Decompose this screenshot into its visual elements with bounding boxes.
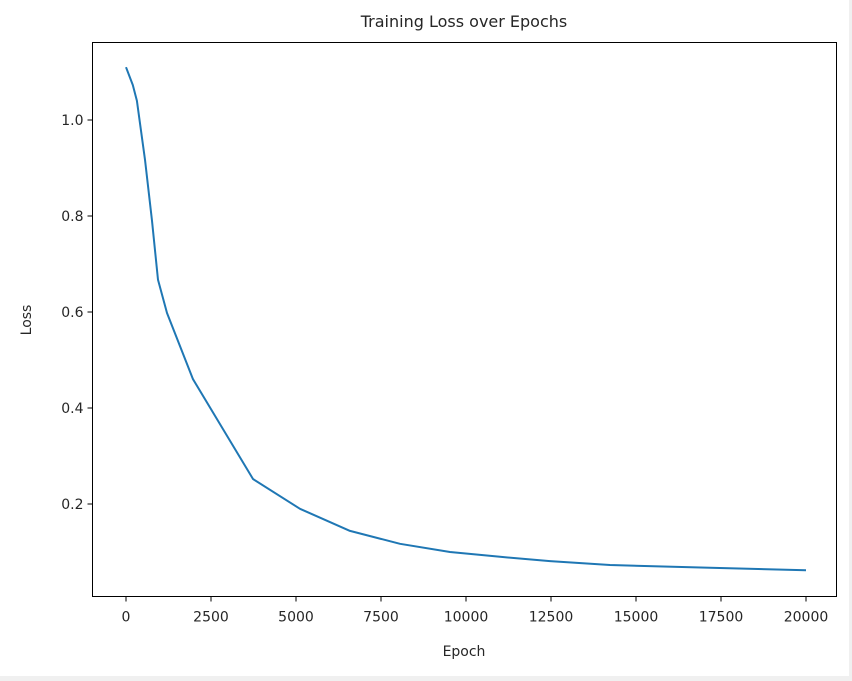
x-tick-label: 10000: [444, 610, 489, 626]
chart-title: Training Loss over Epochs: [360, 12, 568, 31]
x-tick-label: 12500: [529, 610, 574, 626]
x-axis-ticks: 0 2500 5000 7500 10000 12500 15000 17500 20000: [122, 596, 829, 626]
x-tick-label: 20000: [784, 610, 829, 626]
y-tick-label: 0.8: [61, 209, 83, 225]
plot-area-frame: [92, 42, 837, 597]
x-tick-label: 17500: [699, 610, 744, 626]
loss-line: [125, 66, 807, 572]
y-axis-ticks: 0.2 0.4 0.6 0.8 1.0: [61, 113, 93, 513]
x-tick-label: 7500: [363, 610, 399, 626]
x-tick-label: 0: [122, 610, 131, 626]
x-tick-label: 2500: [193, 610, 229, 626]
y-tick-label: 0.2: [61, 497, 83, 513]
y-axis-label: Loss: [19, 305, 35, 336]
x-tick-label: 15000: [614, 610, 659, 626]
y-tick-label: 0.4: [61, 401, 83, 417]
x-tick-label: 5000: [278, 610, 314, 626]
y-tick-label: 0.6: [61, 305, 83, 321]
y-tick-label: 1.0: [61, 113, 83, 129]
x-axis-label: Epoch: [443, 644, 486, 660]
